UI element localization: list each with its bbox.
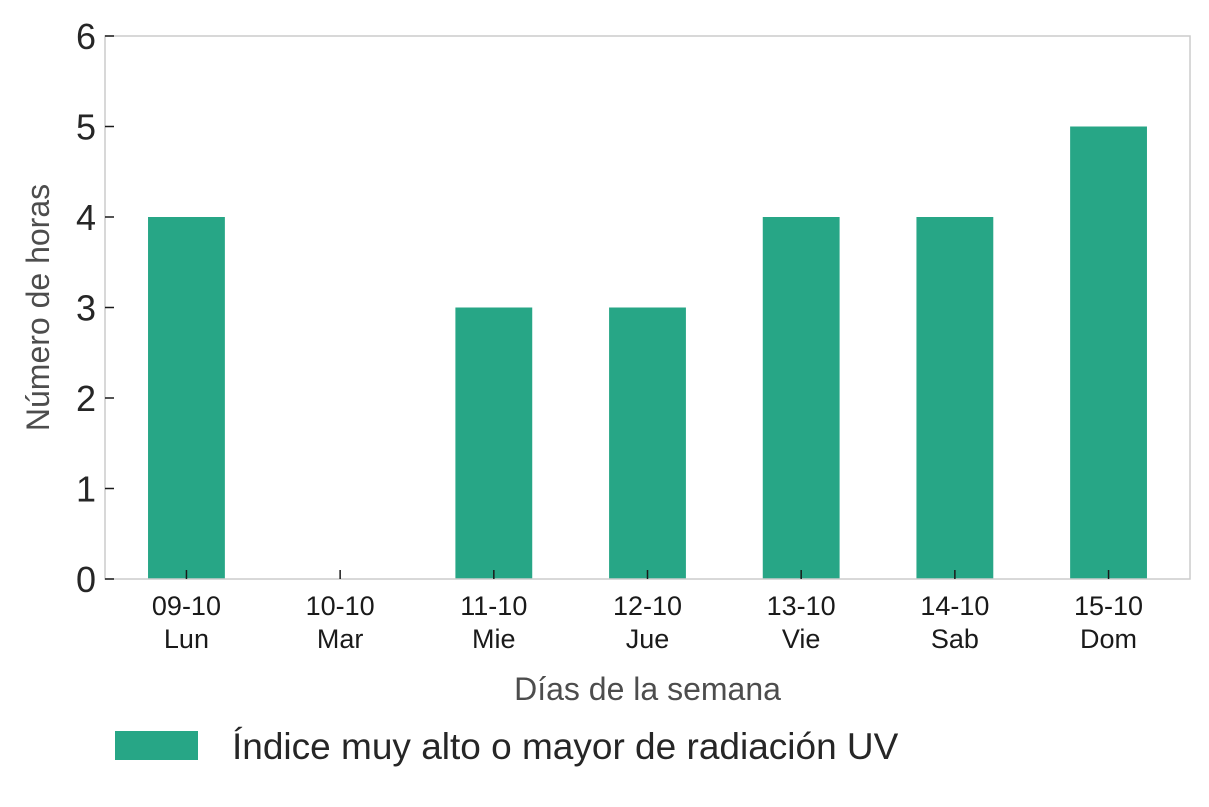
- legend: Índice muy alto o mayor de radiación UV: [115, 726, 899, 767]
- y-tick-label: 6: [76, 16, 96, 57]
- bar-15-10: [1070, 126, 1147, 579]
- x-tick-label: 12-10 Jue: [613, 591, 682, 654]
- y-axis-ticks: 0 1 2 3 4 5 6: [76, 16, 114, 600]
- y-tick-label: 4: [76, 197, 96, 238]
- x-axis-label: Días de la semana: [514, 671, 781, 707]
- y-axis-label: Número de horas: [20, 184, 56, 431]
- bar-11-10: [455, 307, 533, 579]
- bar-13-10: [762, 217, 840, 579]
- x-tick-label: 09-10 Lun: [152, 591, 221, 654]
- bar-09-10: [148, 217, 225, 579]
- y-tick-label: 0: [76, 559, 96, 600]
- x-tick-label: 11-10 Mie: [460, 591, 527, 654]
- legend-entry: Índice muy alto o mayor de radiación UV: [232, 726, 899, 767]
- y-tick-label: 2: [76, 378, 96, 419]
- bar-12-10: [609, 307, 686, 579]
- x-tick-label: 14-10 Sab: [920, 591, 989, 654]
- x-tick-label: 15-10 Dom: [1074, 591, 1143, 654]
- y-tick-label: 5: [76, 107, 96, 148]
- bar-14-10: [916, 217, 994, 579]
- bars-group: [148, 126, 1147, 579]
- x-tick-label: 10-10 Mar: [306, 591, 375, 654]
- x-tick-label: 13-10 Vie: [767, 591, 836, 654]
- x-axis-ticks: 09-10 Lun 10-10 Mar 11-10 Mie 12-10 Jue 13-10 Vie…: [152, 570, 1143, 654]
- y-tick-label: 1: [76, 469, 96, 510]
- legend-swatch: [115, 731, 198, 760]
- y-tick-label: 3: [76, 288, 96, 329]
